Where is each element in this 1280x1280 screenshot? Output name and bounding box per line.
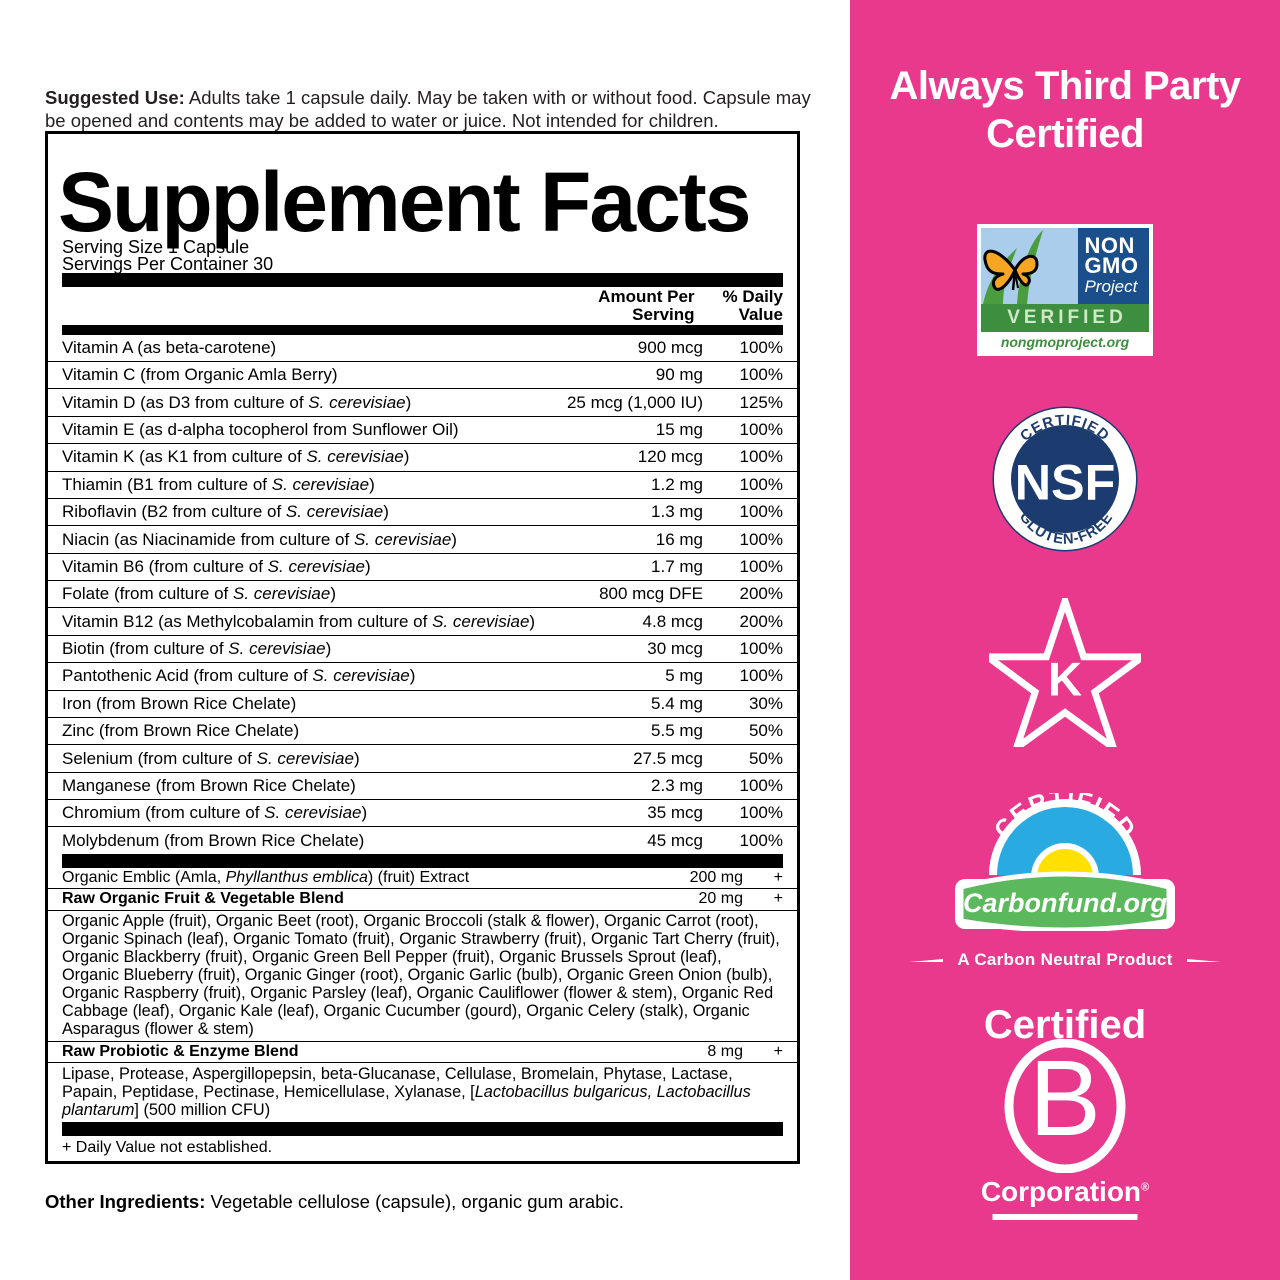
svg-text:Carbonfund.org: Carbonfund.org (963, 888, 1167, 918)
svg-text:K: K (1048, 652, 1082, 705)
svg-text:NSF: NSF (1015, 454, 1116, 511)
svg-text:B: B (1029, 1039, 1101, 1158)
